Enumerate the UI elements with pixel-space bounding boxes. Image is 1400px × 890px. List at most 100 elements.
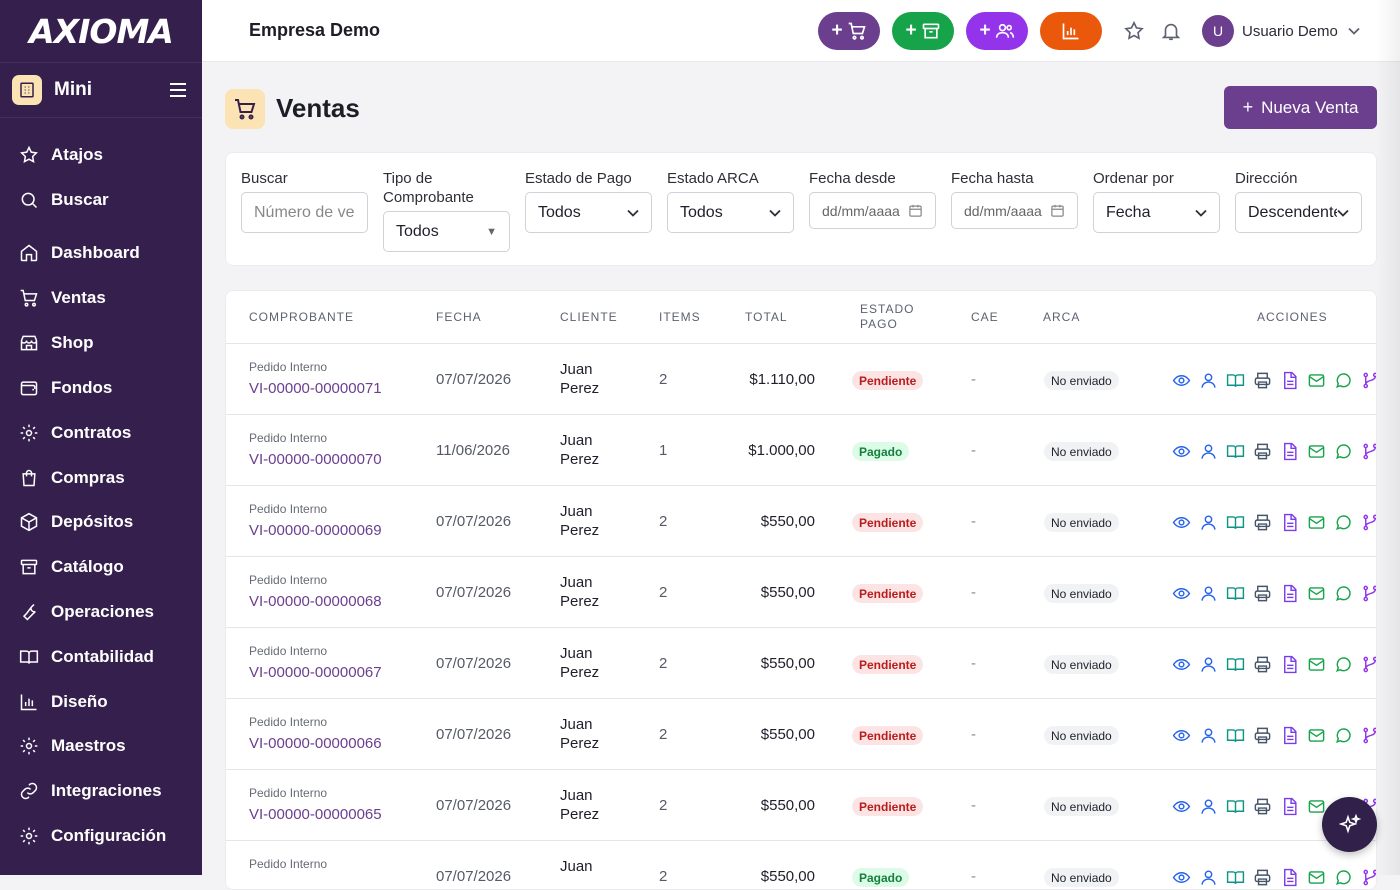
col-fecha[interactable]: FECHA xyxy=(436,310,482,324)
sidebar-item-depositos[interactable]: Depósitos xyxy=(0,502,202,542)
sidebar-item-ventas[interactable]: Ventas xyxy=(0,278,202,318)
company-name[interactable]: Empresa Demo xyxy=(249,20,381,40)
quick-new-sale-button[interactable]: + xyxy=(818,12,880,50)
col-total[interactable]: TOTAL xyxy=(745,310,788,324)
table-row[interactable]: Pedido Interno VI-00000-00000071 07/07/202… xyxy=(226,344,1377,415)
sidebar-item-contratos[interactable]: Contratos xyxy=(0,413,202,453)
col-comprobante[interactable]: COMPROBANTE xyxy=(249,310,355,324)
fork-icon[interactable] xyxy=(1361,513,1377,532)
document-icon[interactable] xyxy=(1280,797,1299,816)
view-icon[interactable] xyxy=(1172,726,1191,745)
view-icon[interactable] xyxy=(1172,584,1191,603)
fork-icon[interactable] xyxy=(1361,868,1377,887)
doc-number-link[interactable]: VI-00000-00000071 xyxy=(249,380,382,397)
email-icon[interactable] xyxy=(1307,797,1326,816)
sidebar-item-shop[interactable]: Shop xyxy=(0,323,202,363)
email-icon[interactable] xyxy=(1307,655,1326,674)
fork-icon[interactable] xyxy=(1361,442,1377,461)
document-icon[interactable] xyxy=(1280,584,1299,603)
whatsapp-icon[interactable] xyxy=(1334,442,1353,461)
print-icon[interactable] xyxy=(1253,868,1272,887)
sidebar-item-configuracion[interactable]: Configuración xyxy=(0,816,202,856)
book-icon[interactable] xyxy=(1226,584,1245,603)
col-estado-pago[interactable]: ESTADO PAGO xyxy=(860,302,914,332)
star-icon[interactable] xyxy=(1123,20,1145,42)
table-row[interactable]: Pedido Interno VI-00000-00000070 11/06/202… xyxy=(226,415,1377,486)
print-icon[interactable] xyxy=(1253,797,1272,816)
view-icon[interactable] xyxy=(1172,442,1191,461)
table-row[interactable]: Pedido Interno VI-00000-00000068 07/07/202… xyxy=(226,557,1377,628)
email-icon[interactable] xyxy=(1307,726,1326,745)
hamburger-menu-icon[interactable] xyxy=(166,78,190,102)
sidebar-item-maestros[interactable]: Maestros xyxy=(0,726,202,766)
fork-icon[interactable] xyxy=(1361,655,1377,674)
arca-select[interactable]: Todos xyxy=(667,192,794,233)
whatsapp-icon[interactable] xyxy=(1334,513,1353,532)
sidebar-item-contabilidad[interactable]: Contabilidad xyxy=(0,637,202,677)
fork-icon[interactable] xyxy=(1361,371,1377,390)
sidebar-item-operaciones[interactable]: Operaciones xyxy=(0,592,202,632)
table-row[interactable]: Pedido Interno VI-00000-00000069 07/07/202… xyxy=(226,486,1377,557)
document-icon[interactable] xyxy=(1280,371,1299,390)
date-to-input[interactable]: dd/mm/aaaa xyxy=(951,192,1078,229)
doc-number-link[interactable]: VI-00000-00000067 xyxy=(249,664,382,681)
col-items[interactable]: ITEMS xyxy=(659,310,701,324)
sidebar-item-integraciones[interactable]: Integraciones xyxy=(0,771,202,811)
calendar-icon[interactable] xyxy=(908,203,923,218)
print-icon[interactable] xyxy=(1253,442,1272,461)
search-input-field[interactable] xyxy=(254,203,355,222)
client-icon[interactable] xyxy=(1199,868,1218,887)
bell-icon[interactable] xyxy=(1160,20,1182,42)
print-icon[interactable] xyxy=(1253,655,1272,674)
print-icon[interactable] xyxy=(1253,584,1272,603)
sidebar-item-diseno[interactable]: Diseño xyxy=(0,682,202,722)
print-icon[interactable] xyxy=(1253,371,1272,390)
fork-icon[interactable] xyxy=(1361,584,1377,603)
client-icon[interactable] xyxy=(1199,513,1218,532)
client-icon[interactable] xyxy=(1199,371,1218,390)
sidebar-item-catalogo[interactable]: Catálogo xyxy=(0,547,202,587)
whatsapp-icon[interactable] xyxy=(1334,726,1353,745)
doc-number-link[interactable]: VI-00000-00000068 xyxy=(249,593,382,610)
calendar-icon[interactable] xyxy=(1050,203,1065,218)
order-select[interactable]: Fecha xyxy=(1093,192,1220,233)
col-arca[interactable]: ARCA xyxy=(1043,310,1081,324)
sidebar-item-dashboard[interactable]: Dashboard xyxy=(0,233,202,273)
view-icon[interactable] xyxy=(1172,797,1191,816)
client-icon[interactable] xyxy=(1199,797,1218,816)
fork-icon[interactable] xyxy=(1361,726,1377,745)
table-row[interactable]: Pedido Interno VI-00000-00000066 07/07/202… xyxy=(226,699,1377,770)
doc-number-link[interactable]: VI-00000-00000069 xyxy=(249,522,382,539)
table-row[interactable]: Pedido Interno VI-00000-00000067 07/07/202… xyxy=(226,628,1377,699)
sidebar-item-compras[interactable]: Compras xyxy=(0,458,202,498)
email-icon[interactable] xyxy=(1307,371,1326,390)
user-menu[interactable]: U Usuario Demo xyxy=(1202,15,1360,47)
document-icon[interactable] xyxy=(1280,655,1299,674)
book-icon[interactable] xyxy=(1226,868,1245,887)
quick-reports-button[interactable] xyxy=(1040,12,1102,50)
sidebar-item-atajos[interactable]: Atajos xyxy=(0,135,202,175)
book-icon[interactable] xyxy=(1226,797,1245,816)
document-icon[interactable] xyxy=(1280,726,1299,745)
sidebar-item-fondos[interactable]: Fondos xyxy=(0,368,202,408)
print-icon[interactable] xyxy=(1253,726,1272,745)
view-icon[interactable] xyxy=(1172,868,1191,887)
col-cae[interactable]: CAE xyxy=(971,310,999,324)
whatsapp-icon[interactable] xyxy=(1334,655,1353,674)
client-icon[interactable] xyxy=(1199,726,1218,745)
print-icon[interactable] xyxy=(1253,513,1272,532)
email-icon[interactable] xyxy=(1307,584,1326,603)
whatsapp-icon[interactable] xyxy=(1334,584,1353,603)
email-icon[interactable] xyxy=(1307,868,1326,887)
app-logo[interactable]: AXIOMA xyxy=(29,11,174,51)
doc-number-link[interactable]: VI-00000-00000066 xyxy=(249,735,382,752)
document-icon[interactable] xyxy=(1280,442,1299,461)
book-icon[interactable] xyxy=(1226,513,1245,532)
book-icon[interactable] xyxy=(1226,371,1245,390)
sidebar-item-buscar[interactable]: Buscar xyxy=(0,180,202,220)
book-icon[interactable] xyxy=(1226,442,1245,461)
new-sale-button[interactable]: + Nueva Venta xyxy=(1224,86,1377,129)
search-input[interactable] xyxy=(241,192,368,233)
date-from-input[interactable]: dd/mm/aaaa xyxy=(809,192,936,229)
view-icon[interactable] xyxy=(1172,655,1191,674)
